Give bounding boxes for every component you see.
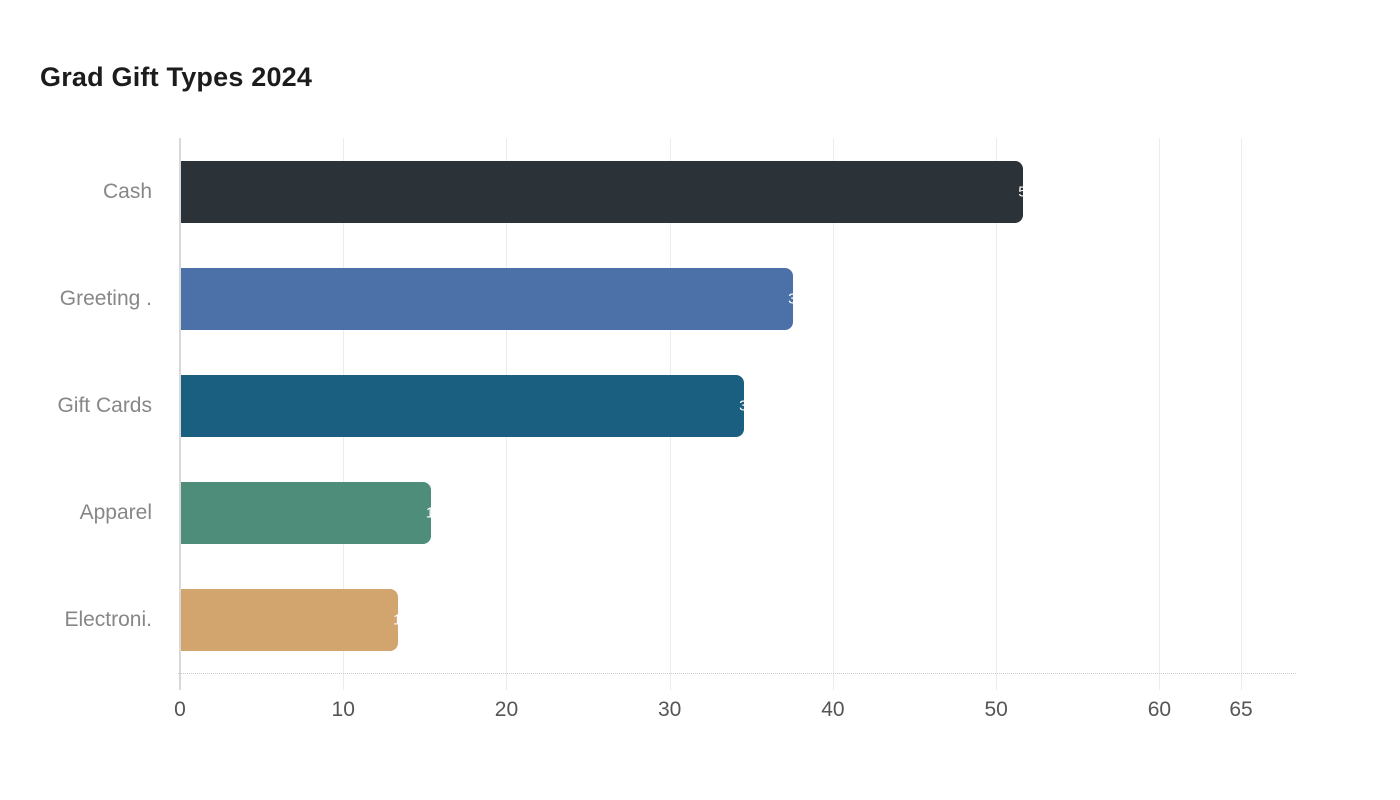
bar-apparel: 15.3 xyxy=(181,482,455,545)
grid-line xyxy=(1241,138,1242,690)
category-label: Apparel xyxy=(79,501,152,525)
grid-line xyxy=(996,138,998,690)
bar-greeting: 37.5 xyxy=(181,267,817,330)
bar-value-label: 34.5 xyxy=(739,397,769,415)
category-label: Cash xyxy=(102,179,152,203)
grid-line xyxy=(832,138,834,690)
x-axis-dotted-line xyxy=(178,673,1296,674)
x-tick-label: 40 xyxy=(821,698,845,721)
x-tick-label: 0 xyxy=(174,698,186,721)
bar-value-label: 51.6 xyxy=(1018,183,1048,201)
bar-value-label: 37.5 xyxy=(788,290,818,308)
bar-gift-cards: 34.5 xyxy=(181,375,768,437)
x-tick-label: 30 xyxy=(658,698,682,721)
grid-line xyxy=(1159,138,1161,690)
x-tick-label: 65 xyxy=(1229,698,1253,721)
chart-title: Grad Gift Types 2024 xyxy=(40,62,313,92)
bar-value-label: 15.3 xyxy=(425,504,455,522)
bar-electroni: 13.3 xyxy=(181,589,422,652)
x-tick-label: 50 xyxy=(984,698,1008,721)
category-label: Gift Cards xyxy=(57,394,152,417)
y-axis-line xyxy=(179,138,181,690)
x-tick-label: 20 xyxy=(494,698,519,721)
x-tick-label: 60 xyxy=(1147,698,1172,721)
category-label: Greeting . xyxy=(59,286,152,310)
x-tick-label: 10 xyxy=(331,698,355,721)
bar-value-label: 13.3 xyxy=(393,611,423,629)
bar-cash: 51.6 xyxy=(181,160,1047,223)
category-label: Electroni. xyxy=(64,608,152,632)
